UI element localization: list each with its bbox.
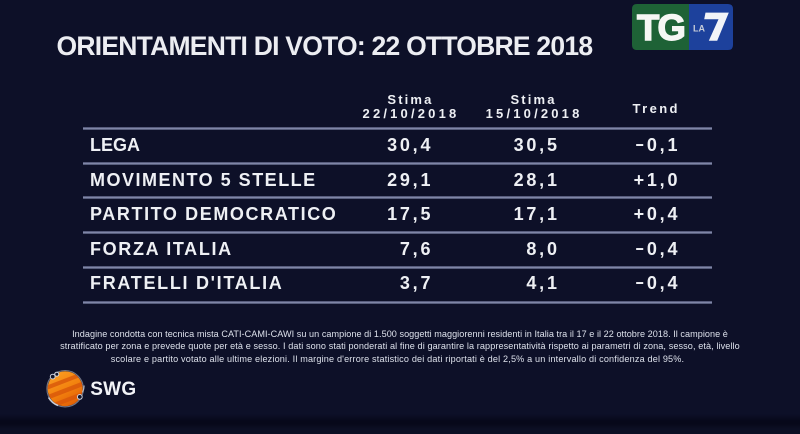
svg-text:LA: LA — [693, 24, 705, 34]
svg-text:TG: TG — [637, 7, 684, 48]
